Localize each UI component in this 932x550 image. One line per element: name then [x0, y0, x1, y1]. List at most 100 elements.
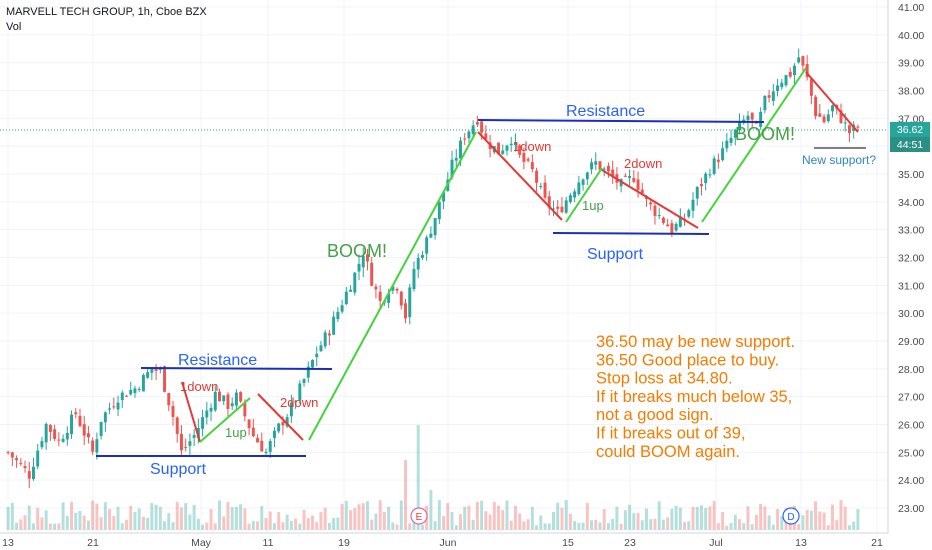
candle-body	[818, 113, 822, 117]
candle-body	[797, 57, 801, 63]
volume-bar	[640, 520, 644, 530]
candle-body	[433, 217, 437, 236]
candle-body	[560, 206, 564, 213]
candle-body	[543, 182, 547, 198]
volume-bar	[374, 513, 378, 530]
volume-bar	[277, 512, 281, 530]
volume-bar	[146, 517, 150, 530]
candle-body	[391, 286, 395, 291]
earnings-marker-icon[interactable]	[410, 507, 428, 525]
volume-bar	[40, 517, 44, 530]
volume-bar	[260, 505, 264, 530]
candle-body	[826, 114, 830, 122]
volume-bar	[395, 524, 399, 530]
volume-bar	[230, 507, 234, 530]
candle-body	[674, 223, 678, 231]
candle-body	[319, 345, 323, 352]
volume-bar	[577, 523, 581, 530]
candle-body	[247, 419, 251, 429]
volume-bar	[311, 515, 314, 530]
event-markers[interactable]: E D	[410, 507, 800, 525]
drawings[interactable]	[96, 67, 866, 457]
dividend-marker-icon[interactable]	[782, 507, 800, 525]
volume-indicator-label[interactable]: Vol	[6, 21, 21, 33]
volume-bar	[408, 523, 412, 530]
candle-body	[552, 208, 555, 210]
volume-bar	[103, 502, 107, 530]
candle-body	[133, 388, 137, 394]
candle-body	[374, 286, 378, 290]
candle-body	[23, 466, 27, 468]
resistance-line-mid[interactable]	[477, 119, 765, 123]
volume-bar	[454, 525, 458, 530]
volume-bar	[649, 519, 653, 530]
candle-body	[141, 374, 145, 392]
volume-bar	[471, 519, 475, 530]
candle-body	[40, 441, 44, 448]
trend-boom-mid[interactable]	[308, 131, 477, 441]
candle-body	[289, 402, 293, 417]
trend-down-2-mid[interactable]	[601, 169, 699, 229]
candle-body	[822, 116, 826, 123]
support-line-mid[interactable]	[552, 232, 710, 235]
candle-body	[839, 110, 843, 123]
trend-down-right[interactable]	[805, 71, 859, 133]
x-tick-label: 13	[2, 537, 14, 549]
x-tick-label: Jul	[709, 537, 722, 549]
candle-body	[48, 424, 52, 432]
candle-body	[564, 200, 568, 213]
volume-bar	[27, 505, 31, 530]
candle-body	[222, 395, 226, 402]
trend-down-1-left[interactable]	[181, 381, 201, 443]
candle-body	[57, 439, 61, 441]
volume-bar	[767, 515, 771, 530]
volume-bar	[167, 513, 171, 530]
volume-bar	[547, 523, 551, 530]
candle-body	[442, 192, 446, 202]
candle-body	[420, 254, 424, 258]
candle-body	[738, 121, 741, 131]
volume-bar	[65, 515, 69, 530]
trend-down-2-left[interactable]	[257, 393, 304, 441]
trend-down-1-mid[interactable]	[477, 131, 563, 221]
trend-up-1-mid[interactable]	[565, 167, 603, 223]
resistance-line-left[interactable]	[140, 367, 333, 370]
volume-bar	[581, 522, 585, 530]
volume-bar	[843, 506, 847, 530]
candle-body	[594, 161, 598, 165]
volume-bar	[201, 524, 205, 530]
volume-bar	[137, 508, 141, 530]
note-line: 36.50 Good place to buy.	[596, 351, 779, 369]
candle-body	[387, 293, 391, 303]
volume-bar	[678, 507, 682, 530]
note-line: If it breaks much below 35,	[596, 388, 792, 406]
volume-bar	[488, 514, 492, 530]
candle-body	[395, 288, 399, 291]
candle-body	[294, 401, 298, 403]
label-support-left: Support	[150, 461, 207, 478]
trend-boom-right[interactable]	[701, 67, 807, 223]
candle-body	[814, 96, 818, 117]
candle-body	[467, 131, 471, 139]
volume-bar	[492, 501, 496, 530]
x-axis[interactable]: 13 21 May 11 19 Jun 15 23 Jul 13 21	[2, 537, 883, 549]
volume-bar	[543, 523, 547, 530]
candle-body	[116, 402, 120, 410]
candle-body	[568, 195, 572, 203]
annotations: Resistance Support 1down 1up 2down BOOM!…	[150, 103, 876, 478]
volume-bar	[251, 521, 255, 530]
candle-body	[429, 233, 433, 238]
candle-body	[298, 383, 302, 401]
candle-body	[454, 157, 458, 161]
volume-bar	[497, 505, 501, 530]
candle-body	[218, 391, 221, 402]
y-axis[interactable]: 41.0040.0039.0038.0037.0036.0035.0034.00…	[898, 2, 924, 515]
volume-bar	[615, 506, 619, 530]
volume-bar	[509, 520, 513, 530]
volume-bar	[450, 512, 454, 530]
volume-bar	[53, 523, 57, 530]
trend-up-1-left[interactable]	[199, 397, 251, 443]
symbol-title[interactable]: MARVELL TECH GROUP, 1h, Cboe BZX	[6, 6, 207, 18]
volume-bar	[776, 509, 780, 530]
